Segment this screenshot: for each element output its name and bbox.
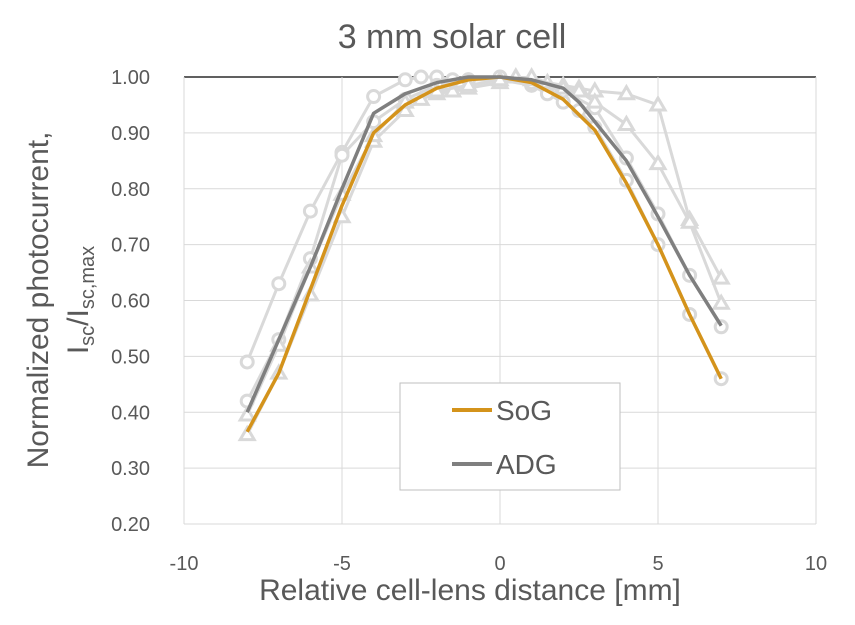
data-point: [648, 153, 668, 171]
data-point: [366, 89, 382, 105]
tick-labels: 0.20 0.30 0.40 0.50 0.60 0.70 0.80 0.90 1.00 -10 -…: [111, 67, 827, 575]
data-point: [616, 83, 637, 101]
x-tick-label: -5: [333, 553, 351, 575]
x-tick-label: 5: [652, 553, 663, 575]
series-group: [237, 67, 731, 442]
y-tick-label: 0.40: [111, 402, 150, 424]
y-tick-label: 0.20: [111, 514, 150, 536]
data-point: [239, 354, 255, 370]
data-point: [458, 75, 479, 92]
data-point: [711, 268, 731, 285]
chart-title: 3 mm solar cell: [338, 18, 567, 56]
series-line-SoG: [245, 75, 723, 433]
series-ADG: [245, 75, 723, 413]
data-point: [334, 147, 350, 163]
data-point: [237, 405, 257, 422]
data-point: [648, 94, 668, 112]
y-tick-label: 0.50: [111, 346, 150, 368]
data-point: [616, 114, 637, 131]
x-axis-label: Relative cell-lens distance [mm]: [259, 574, 681, 607]
ylabel-i: I: [62, 346, 95, 354]
legend: SoG ADG: [399, 382, 621, 491]
data-point: [679, 212, 700, 229]
data-point: [711, 293, 731, 310]
data-point: [585, 92, 605, 109]
x-tick-label: -10: [170, 553, 199, 575]
data-point: [413, 69, 429, 85]
series-line-measurement-circles-b: [245, 75, 723, 402]
y-tick-label: 0.60: [111, 291, 150, 313]
y-tick-label: 0.80: [111, 179, 150, 201]
ylabel-sub1: sc: [77, 326, 99, 346]
legend-label-adg: ADG: [496, 449, 557, 480]
data-point: [569, 80, 589, 98]
series-line-measurement-triangles-a: [245, 75, 723, 436]
data-point: [397, 72, 413, 88]
x-tick-label: 0: [494, 553, 505, 575]
series-measurement-circles-a: [239, 69, 729, 387]
y-axis-label: Normalized photocurrent, Isc/Isc,max: [22, 132, 99, 469]
y-tick-label: 0.70: [111, 235, 150, 257]
x-tick-label: 10: [805, 553, 827, 575]
data-point: [271, 276, 287, 292]
gridlines: [183, 76, 817, 525]
y-axis-label-line1: Normalized photocurrent,: [22, 132, 55, 469]
y-axis-label-line2: Isc/Isc,max: [62, 246, 99, 354]
ylabel-slash: /I: [62, 309, 95, 326]
data-point: [302, 203, 318, 219]
y-tick-label: 0.30: [111, 458, 150, 480]
ylabel-sub2: sc,max: [77, 246, 99, 309]
y-tick-label: 1.00: [111, 67, 150, 89]
series-SoG: [245, 75, 723, 433]
y-tick-label: 0.90: [111, 123, 150, 145]
data-point: [237, 424, 257, 442]
legend-label-sog: SoG: [496, 395, 552, 426]
legend-box: [399, 382, 621, 491]
